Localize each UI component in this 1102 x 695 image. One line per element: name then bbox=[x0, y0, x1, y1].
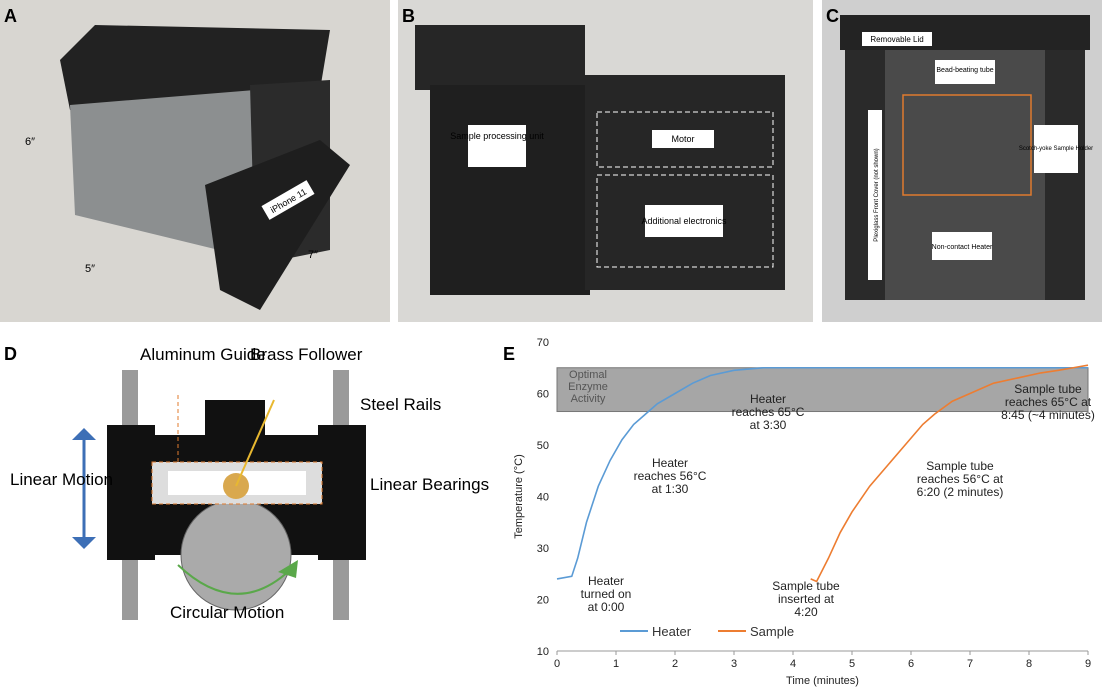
y-tick-label: 20 bbox=[537, 595, 549, 607]
arrow-head bbox=[72, 537, 96, 549]
label: Circular Motion bbox=[170, 603, 284, 622]
annotation-line: 6:20 (2 minutes) bbox=[917, 485, 1004, 499]
label: Motor bbox=[671, 134, 694, 144]
band-label: Activity bbox=[571, 393, 606, 405]
y-tick-label: 30 bbox=[537, 543, 549, 555]
label: Removable Lid bbox=[870, 35, 923, 44]
x-tick-label: 7 bbox=[967, 658, 973, 670]
label: Non-contact Heater bbox=[932, 244, 993, 251]
arrow-head bbox=[72, 428, 96, 440]
panel-label: A bbox=[4, 6, 17, 26]
panel-label: B bbox=[402, 6, 415, 26]
x-tick-label: 4 bbox=[790, 658, 796, 670]
x-tick-label: 9 bbox=[1085, 658, 1091, 670]
annotation-line: Heater bbox=[750, 392, 786, 406]
annotation-line: inserted at bbox=[778, 592, 835, 606]
legend-label: Heater bbox=[652, 624, 692, 639]
cavity bbox=[885, 50, 1045, 300]
panel-label: E bbox=[503, 344, 515, 364]
x-tick-label: 5 bbox=[849, 658, 855, 670]
annotation-line: reaches 56°C bbox=[634, 469, 707, 483]
y-tick-label: 60 bbox=[537, 389, 549, 401]
annotation-line: Sample tube bbox=[1014, 382, 1082, 396]
x-tick-label: 8 bbox=[1026, 658, 1032, 670]
dim: 7″ bbox=[308, 249, 318, 261]
unit bbox=[430, 85, 590, 295]
bearing bbox=[107, 425, 155, 560]
label: Sample processing unit bbox=[450, 131, 544, 141]
x-tick-label: 1 bbox=[613, 658, 619, 670]
label: Linear Bearings bbox=[370, 475, 489, 494]
block bbox=[205, 400, 265, 440]
annotation-line: at 1:30 bbox=[652, 482, 689, 496]
band-label: Enzyme bbox=[568, 381, 608, 393]
y-tick-label: 10 bbox=[537, 646, 549, 658]
y-tick-label: 50 bbox=[537, 440, 549, 452]
figure: iPhone 11 6″ 5″ 7″ A Sample processing u… bbox=[0, 0, 1102, 690]
electronics bbox=[585, 75, 785, 290]
annotation-line: reaches 65°C at bbox=[1005, 395, 1092, 409]
annotation-line: Sample tube bbox=[926, 459, 994, 473]
annotation-line: at 3:30 bbox=[750, 418, 787, 432]
bearing bbox=[318, 425, 366, 560]
annotation-line: Heater bbox=[588, 574, 624, 588]
label: Scotch-yoke Sample Holder bbox=[1019, 146, 1093, 152]
annotation-line: 4:20 bbox=[794, 605, 818, 619]
lid bbox=[415, 25, 585, 90]
label: Bead-beating tube bbox=[936, 67, 993, 74]
page: iPhone 11 6″ 5″ 7″ A Sample processing u… bbox=[0, 0, 1102, 695]
y-tick-label: 70 bbox=[537, 337, 549, 349]
x-tick-label: 2 bbox=[672, 658, 678, 670]
dim: 6″ bbox=[25, 136, 35, 148]
x-tick-label: 6 bbox=[908, 658, 914, 670]
band-label: Optimal bbox=[569, 369, 607, 381]
label: Brass Follower bbox=[250, 345, 363, 364]
annotation-line: at 0:00 bbox=[588, 600, 625, 614]
panel-label: C bbox=[826, 6, 839, 26]
y-axis-title: Temperature (°C) bbox=[513, 454, 525, 538]
annotation-line: Sample tube bbox=[772, 579, 840, 593]
x-tick-label: 3 bbox=[731, 658, 737, 670]
dim: 5″ bbox=[85, 263, 95, 275]
annotation-line: Heater bbox=[652, 456, 688, 470]
x-tick-label: 0 bbox=[554, 658, 560, 670]
wall bbox=[1045, 50, 1085, 300]
annotation-line: 8:45 (~4 minutes) bbox=[1001, 408, 1095, 422]
label-line: Sample processing unit bbox=[450, 131, 544, 141]
panel-label: D bbox=[4, 344, 17, 364]
annotation-line: reaches 56°C at bbox=[917, 472, 1004, 486]
annotation-line: turned on bbox=[581, 587, 632, 601]
legend-label: Sample bbox=[750, 624, 794, 639]
label: Steel Rails bbox=[360, 395, 441, 414]
y-tick-label: 40 bbox=[537, 492, 549, 504]
label: Additional electronics bbox=[641, 216, 727, 226]
annotation-line: reaches 65°C bbox=[732, 405, 805, 419]
x-axis-title: Time (minutes) bbox=[786, 675, 859, 687]
label: Plexiglass Front Cover (not shown) bbox=[874, 148, 880, 241]
label: Linear Motion bbox=[10, 470, 113, 489]
label: Aluminum Guide bbox=[140, 345, 266, 364]
